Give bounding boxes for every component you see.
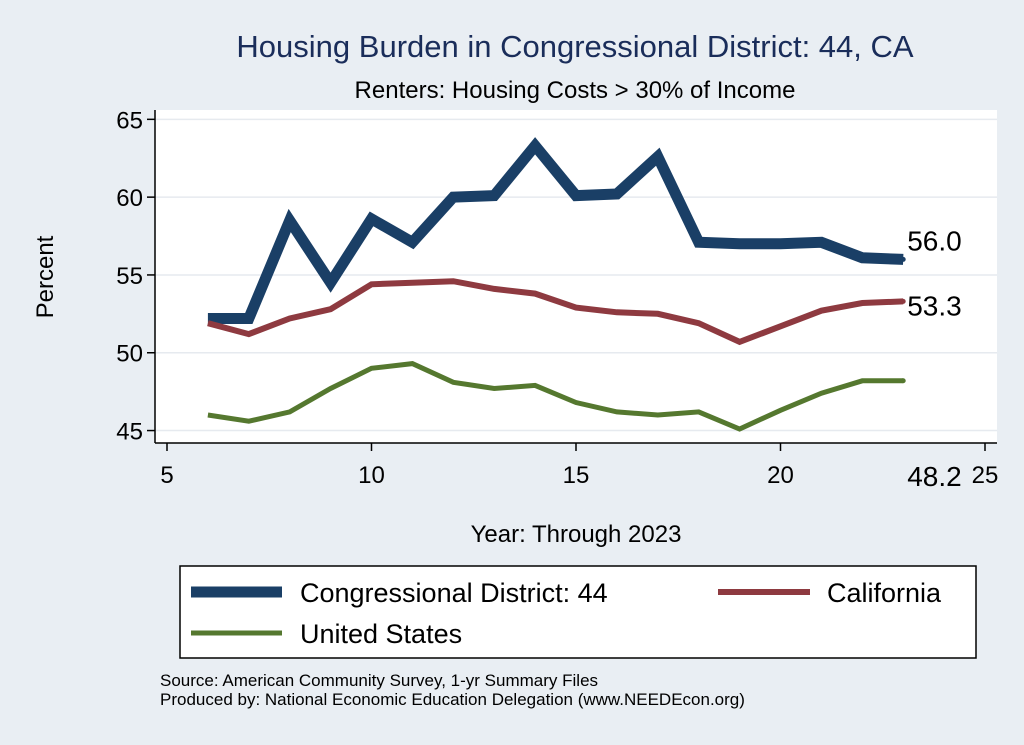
end-label-0: 56.0: [907, 225, 962, 256]
producer-note: Produced by: National Economic Education…: [160, 690, 745, 709]
series-end-marker-0: [900, 256, 906, 262]
legend-box: [179, 565, 977, 659]
plot-area: [155, 110, 997, 443]
y-tick-label-45: 45: [116, 419, 143, 446]
x-tick-label-15: 15: [563, 462, 590, 489]
x-tick-label-5: 5: [160, 462, 173, 489]
y-axis-label: Percent: [32, 235, 59, 318]
grid-lines: [155, 118, 997, 432]
x-tick-label-20: 20: [767, 462, 794, 489]
y-tick-label-55: 55: [116, 263, 143, 290]
y-tick-label-50: 50: [116, 341, 143, 368]
series-end-marker-2: [900, 378, 906, 384]
chart-title: Housing Burden in Congressional District…: [236, 29, 913, 64]
end-labels: 56.0 53.3 48.2: [907, 225, 962, 491]
legend-label-california: California: [827, 578, 942, 608]
series-line-2: [207, 361, 904, 432]
x-tick-label-25: 25: [972, 462, 999, 489]
series-line-0: [207, 137, 904, 324]
legend-label-us: United States: [300, 619, 462, 649]
y-tick-label-60: 60: [116, 185, 143, 212]
chart-subtitle: Renters: Housing Costs > 30% of Income: [355, 77, 796, 104]
end-label-2: 48.2: [907, 461, 962, 492]
series-line-1: [207, 278, 904, 346]
legend-label-district: Congressional District: 44: [300, 578, 608, 608]
x-axis-ticks: 5 10 15 20 25: [160, 443, 998, 489]
end-label-1: 53.3: [907, 290, 962, 321]
series-end-marker-1: [900, 298, 906, 304]
source-note: Source: American Community Survey, 1-yr …: [160, 671, 598, 690]
x-tick-label-10: 10: [358, 462, 385, 489]
y-tick-label-65: 65: [116, 107, 143, 134]
y-axis-ticks: 45 50 55 60 65: [116, 107, 155, 446]
x-axis-label: Year: Through 2023: [471, 521, 682, 548]
legend: Congressional District: 44 California Un…: [179, 565, 977, 659]
series-lines: [207, 137, 906, 432]
